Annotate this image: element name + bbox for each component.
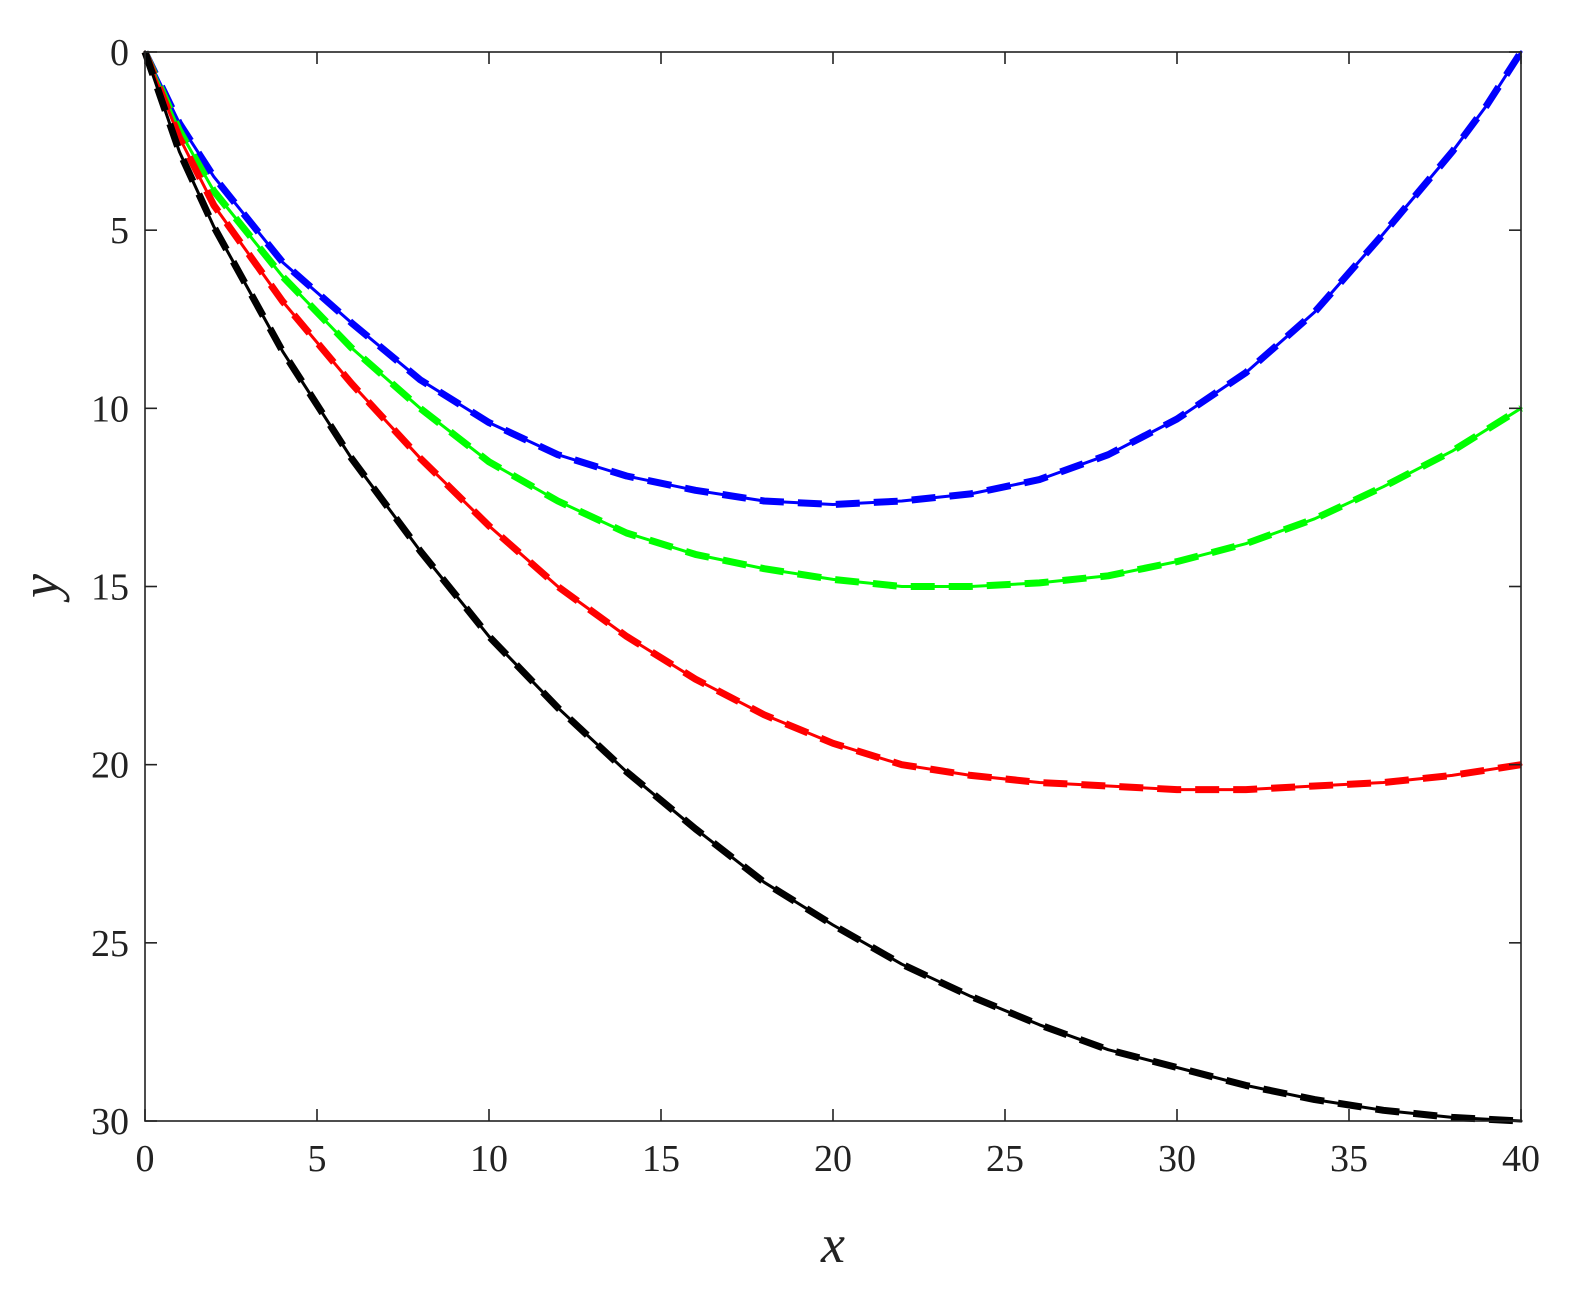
x-tick-label: 15 bbox=[642, 1138, 680, 1180]
y-tick-label: 5 bbox=[110, 210, 129, 252]
series-2-dashed-line bbox=[141, 50, 1523, 590]
y-tick-label: 15 bbox=[91, 567, 129, 609]
y-tick-label: 20 bbox=[91, 745, 129, 787]
series-3-dashed-line bbox=[141, 50, 1522, 794]
tick-label-layer: 0 5 10 15 20 25 30 35 40 0 5 10 15 20 25 30 bbox=[91, 32, 1540, 1180]
series-4-dashed-line bbox=[141, 50, 1522, 1125]
plot-frame bbox=[144, 51, 1522, 1122]
x-tick-label: 5 bbox=[308, 1138, 327, 1180]
y-tick-label: 25 bbox=[91, 923, 129, 965]
y-tick-label: 10 bbox=[91, 388, 129, 430]
series-layer bbox=[141, 50, 1524, 1125]
x-tick-label: 10 bbox=[470, 1138, 508, 1180]
y-tick-label: 0 bbox=[110, 32, 129, 74]
plot-background bbox=[145, 52, 1521, 1121]
x-axis-label: x bbox=[820, 1214, 845, 1274]
x-tick-label: 30 bbox=[1158, 1138, 1196, 1180]
x-tick-label: 25 bbox=[986, 1138, 1024, 1180]
x-tick-label: 20 bbox=[814, 1138, 852, 1180]
x-tick-label: 0 bbox=[136, 1138, 155, 1180]
x-tick-label: 40 bbox=[1502, 1138, 1540, 1180]
series-1-dashed-line bbox=[141, 50, 1524, 508]
y-tick-label: 30 bbox=[91, 1101, 129, 1143]
x-tick-label: 35 bbox=[1330, 1138, 1368, 1180]
y-axis-label: y bbox=[10, 574, 70, 603]
